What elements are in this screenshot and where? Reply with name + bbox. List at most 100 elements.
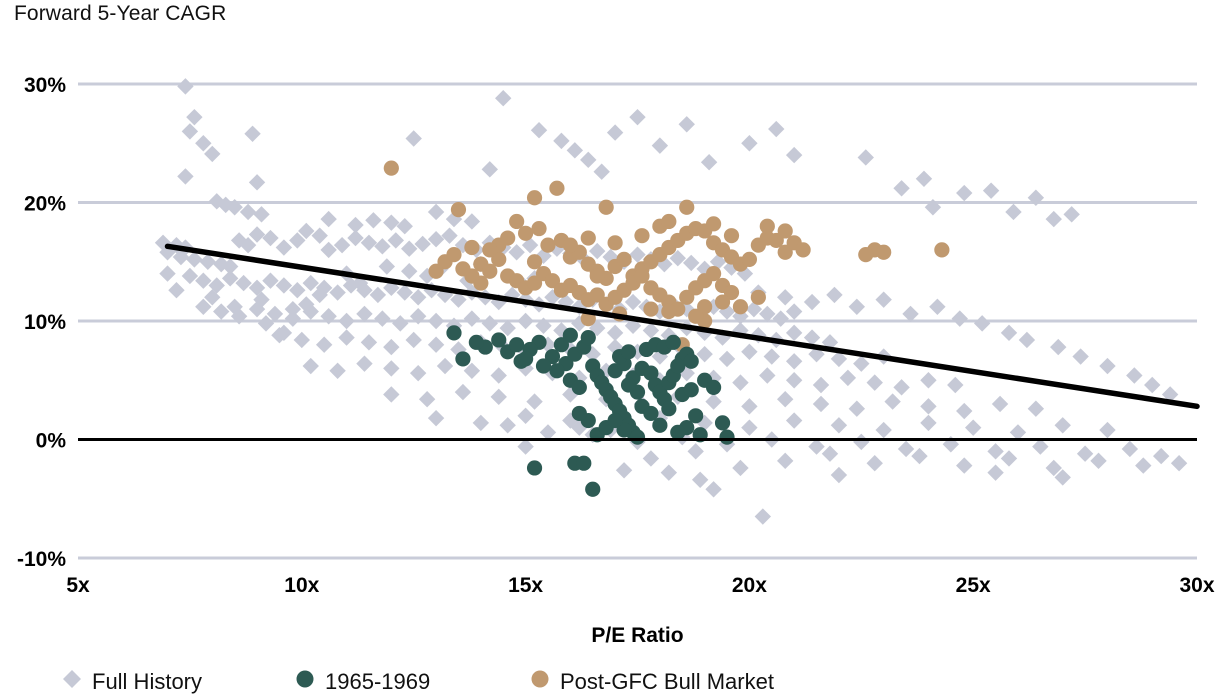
data-point-diamond [580,151,597,169]
data-point-diamond [705,481,722,498]
data-point-diamond [718,303,736,320]
data-point-diamond [195,135,212,152]
data-point-circle [491,332,507,348]
data-point-circle [759,218,775,234]
data-point-diamond [1135,457,1152,474]
data-point-diamond [785,324,803,342]
data-point-diamond [333,236,351,254]
data-point-diamond [226,298,243,315]
data-point-diamond [401,263,418,280]
data-point-circle [562,237,578,253]
data-point-diamond [401,240,418,257]
data-point-diamond [812,395,830,413]
data-point-diamond [275,277,293,294]
data-point-diamond [253,291,270,308]
data-point-circle [585,481,601,497]
data-point-circle [661,401,677,417]
data-point-diamond [172,248,190,266]
data-point-diamond [678,116,695,133]
data-point-circle [683,382,699,398]
data-point-diamond [785,412,803,429]
data-point-diamond [956,402,973,420]
data-point-circle [643,301,659,317]
data-point-diamond [275,239,293,256]
data-point-diamond [360,234,378,251]
data-point-diamond [539,424,557,441]
data-point-circle [643,405,659,422]
data-point-diamond [347,229,364,247]
data-point-circle [714,415,731,431]
data-point-diamond [651,137,669,154]
data-point-circle [446,247,462,263]
data-point-circle [723,284,740,301]
data-point-diamond [463,213,481,230]
data-point-diamond [289,232,306,249]
legend-marker-diamond [63,670,81,688]
data-point-diamond [418,391,436,408]
data-point-diamond [830,417,848,434]
data-point-diamond [1000,450,1018,467]
data-point-diamond [669,249,686,267]
data-point-circle [518,351,534,367]
data-point-diamond [929,298,946,315]
x-tick-label: 15x [508,574,543,597]
data-point-diamond [1170,455,1188,472]
data-point-diamond [691,471,709,488]
data-point-circle [500,230,516,246]
data-point-diamond [660,464,678,481]
data-point-diamond [924,199,942,216]
data-point-diamond [808,345,825,363]
y-tick-label: -10% [17,548,66,571]
data-point-diamond [893,180,910,197]
data-point-diamond [302,357,319,375]
data-point-circle [535,358,552,374]
data-point-circle [768,232,784,249]
data-point-diamond [311,286,328,304]
data-point-circle [634,228,650,244]
data-point-circle [876,244,892,260]
data-point-diamond [1045,210,1062,228]
data-point-circle [683,353,699,369]
data-point-diamond [1027,400,1045,417]
data-point-diamond [226,199,243,216]
data-point-circle [607,235,623,251]
data-point-circle [661,303,677,320]
data-point-diamond [298,296,315,313]
data-point-diamond [866,374,883,391]
data-point-circle [777,223,793,239]
data-point-diamond [396,218,413,235]
data-point-diamond [320,210,337,228]
data-point-diamond [973,315,991,332]
data-point-diamond [902,305,919,323]
y-tick-label: 30% [24,74,66,97]
data-point-circle [526,460,543,476]
data-point-diamond [1054,417,1071,434]
data-point-diamond [741,398,758,415]
data-point-diamond [803,329,821,346]
data-point-diamond [785,372,803,389]
data-point-diamond [709,253,727,270]
data-point-circle [732,299,749,315]
data-point-diamond [920,372,937,389]
data-point-diamond [329,284,346,301]
data-point-diamond [356,355,373,372]
data-point-diamond [785,353,803,370]
data-point-diamond [521,236,539,254]
data-point-diamond [262,229,279,247]
data-point-diamond [302,274,319,292]
data-point-diamond [750,327,767,344]
data-point-diamond [589,319,606,337]
data-point-diamond [714,329,731,346]
data-point-diamond [383,386,400,403]
data-point-diamond [517,312,534,330]
data-point-diamond [177,168,194,185]
data-point-circle [620,344,637,360]
data-point-diamond [409,364,427,382]
chart-legend: Full History 1965-1969 Post-GFC Bull Marke… [63,669,774,694]
legend-marker-circle [531,670,549,688]
data-point-circle [670,424,686,440]
data-point-diamond [360,334,378,351]
data-point-circle [531,220,547,237]
data-point-diamond [409,308,427,325]
data-point-diamond [1121,440,1139,458]
